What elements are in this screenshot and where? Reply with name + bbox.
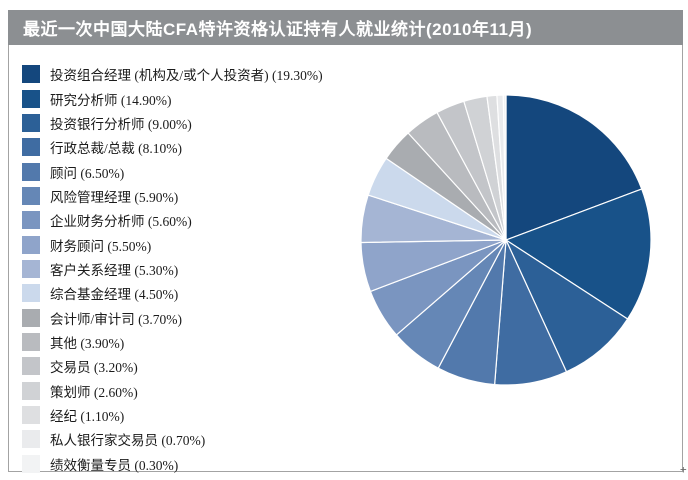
legend-item: 私人银行家交易员 (0.70%) [22,427,323,451]
chart-title: 最近一次中国大陆CFA特许资格认证持有人就业统计(2010年11月) [23,20,533,39]
legend-label: 交易员 (3.20%) [50,360,138,376]
legend-item: 其他 (3.90%) [22,330,323,354]
legend-item: 会计师/审计司 (3.70%) [22,305,323,329]
legend-label: 其他 (3.90%) [50,335,125,351]
legend-swatch [22,65,40,84]
legend-label: 私人银行家交易员 (0.70%) [50,433,206,449]
pie-chart [360,94,652,386]
pie-slice [502,94,507,241]
legend-item: 客户关系经理 (5.30%) [22,257,323,281]
legend-swatch [22,138,40,157]
legend-item: 企业财务分析师 (5.60%) [22,208,323,232]
legend-swatch [22,430,40,449]
legend-swatch [22,308,40,327]
legend-swatch [22,211,40,230]
legend-label: 综合基金经理 (4.50%) [50,287,179,303]
pie-slice [505,188,652,320]
legend: 投资组合经理 (机构及/或个人投资者) (19.30%) 研究分析师 (14.90… [22,62,323,476]
legend-swatch [22,284,40,303]
legend-item: 投资银行分析师 (9.00%) [22,111,323,135]
legend-label: 客户关系经理 (5.30%) [50,262,179,278]
legend-label: 投资银行分析师 (9.00%) [50,116,192,132]
legend-item: 交易员 (3.20%) [22,354,323,378]
legend-label: 企业财务分析师 (5.60%) [50,214,192,230]
legend-item: 综合基金经理 (4.50%) [22,281,323,305]
legend-swatch [22,162,40,181]
legend-label: 行政总裁/总裁 (8.10%) [50,141,182,157]
legend-label: 策划师 (2.60%) [50,384,138,400]
legend-item: 绩效衡量专员 (0.30%) [22,452,323,476]
pie-slice [505,239,629,373]
legend-label: 绩效衡量专员 (0.30%) [50,457,179,473]
legend-item: 研究分析师 (14.90%) [22,86,323,110]
legend-item: 投资组合经理 (机构及/或个人投资者) (19.30%) [22,62,323,86]
legend-swatch [22,405,40,424]
chart-title-bar: 最近一次中国大陆CFA特许资格认证持有人就业统计(2010年11月) [8,10,683,45]
legend-swatch [22,113,40,132]
legend-label: 研究分析师 (14.90%) [50,92,172,108]
legend-swatch [22,454,40,473]
legend-label: 经纪 (1.10%) [50,408,125,424]
legend-label: 会计师/审计司 (3.70%) [50,311,182,327]
legend-swatch [22,235,40,254]
legend-label: 财务顾问 (5.50%) [50,238,152,254]
legend-swatch [22,357,40,376]
legend-swatch [22,186,40,205]
legend-item: 行政总裁/总裁 (8.10%) [22,135,323,159]
legend-item: 风险管理经理 (5.90%) [22,184,323,208]
plus-cursor-icon: + [680,463,687,476]
legend-swatch [22,259,40,278]
legend-label: 顾问 (6.50%) [50,165,125,181]
legend-swatch [22,332,40,351]
legend-item: 策划师 (2.60%) [22,378,323,402]
legend-item: 财务顾问 (5.50%) [22,232,323,256]
legend-item: 顾问 (6.50%) [22,159,323,183]
legend-label: 风险管理经理 (5.90%) [50,189,179,205]
legend-label: 投资组合经理 (机构及/或个人投资者) (19.30%) [50,68,323,84]
legend-swatch [22,89,40,108]
legend-swatch [22,381,40,400]
legend-item: 经纪 (1.10%) [22,403,323,427]
pie-slice [505,94,643,241]
